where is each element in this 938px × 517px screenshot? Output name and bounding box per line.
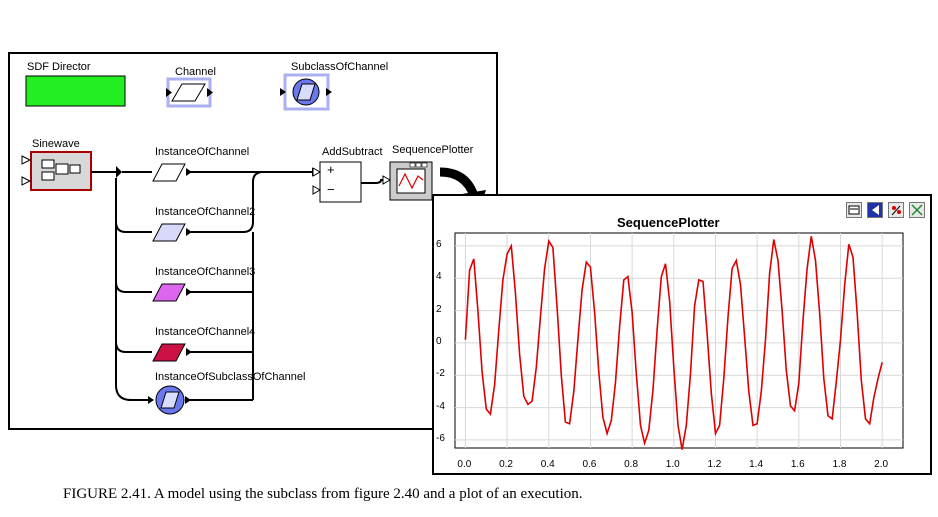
y-tick-label: 2 — [436, 303, 442, 315]
instance-of-channel-4-actor[interactable] — [152, 343, 192, 362]
instance-label-4: InstanceOfChannel4 — [155, 326, 256, 338]
sdf-director[interactable] — [25, 75, 126, 107]
figure-caption: FIGURE 2.41. A model using the subclass … — [63, 486, 583, 502]
instance-label-2: InstanceOfChannel2 — [155, 206, 256, 218]
subclass-of-channel-actor[interactable] — [280, 73, 332, 111]
x-tick-label: 1.8 — [832, 459, 847, 470]
x-tick-label: 1.2 — [707, 459, 722, 470]
add-subtract-actor[interactable] — [312, 161, 362, 203]
channel-label: Channel — [175, 66, 216, 78]
instance-label-3: InstanceOfChannel3 — [155, 266, 256, 278]
y-tick-label: -2 — [436, 368, 445, 380]
y-tick-label: -4 — [436, 400, 445, 412]
x-tick-label: 1.0 — [665, 459, 680, 470]
x-tick-label: 2.0 — [874, 459, 889, 470]
plus-sign: + — [327, 162, 335, 177]
y-tick-label: 4 — [436, 271, 442, 283]
plot-frame — [454, 232, 904, 449]
x-tick-label: 1.4 — [749, 459, 764, 470]
instance-label-1: InstanceOfChannel — [155, 146, 250, 158]
sinewave-label: Sinewave — [32, 138, 80, 150]
x-tick-label: 0.8 — [624, 459, 639, 470]
add-subtract-label: AddSubtract — [322, 146, 383, 158]
instance-label-5: InstanceOfSubclassOfChannel — [155, 371, 306, 383]
y-tick-label: -6 — [436, 432, 445, 444]
sinewave-actor[interactable] — [21, 151, 92, 191]
print-icon[interactable] — [846, 202, 862, 218]
x-tick-label: 1.6 — [790, 459, 805, 470]
subclass-label: SubclassOfChannel — [291, 61, 389, 73]
channel-class-actor[interactable] — [166, 77, 213, 108]
format-icon[interactable] — [888, 202, 904, 218]
sequence-plotter-actor[interactable] — [382, 161, 433, 201]
fill-icon[interactable] — [909, 202, 925, 218]
minus-sign: − — [327, 182, 335, 197]
instance-of-channel-2-actor[interactable] — [152, 223, 192, 242]
series-line — [464, 236, 883, 450]
reset-axes-icon[interactable] — [867, 202, 883, 218]
x-tick-label: 0.6 — [582, 459, 597, 470]
x-tick-label: 0.2 — [499, 459, 513, 470]
y-tick-label: 6 — [436, 238, 442, 250]
x-tick-label: 0.4 — [540, 459, 555, 470]
model-wires — [91, 166, 389, 401]
instance-of-channel-actor[interactable] — [152, 163, 192, 182]
sdf-director-label: SDF Director — [27, 61, 91, 73]
sequence-plotter-label: SequencePlotter — [392, 144, 474, 156]
instance-of-subclass-actor[interactable] — [148, 385, 191, 415]
plot-area — [454, 232, 904, 450]
y-tick-label: 0 — [436, 335, 442, 347]
x-tick-label: 0.0 — [457, 459, 472, 470]
plot-title: SequencePlotter — [617, 215, 720, 230]
instance-of-channel-3-actor[interactable] — [152, 283, 192, 302]
